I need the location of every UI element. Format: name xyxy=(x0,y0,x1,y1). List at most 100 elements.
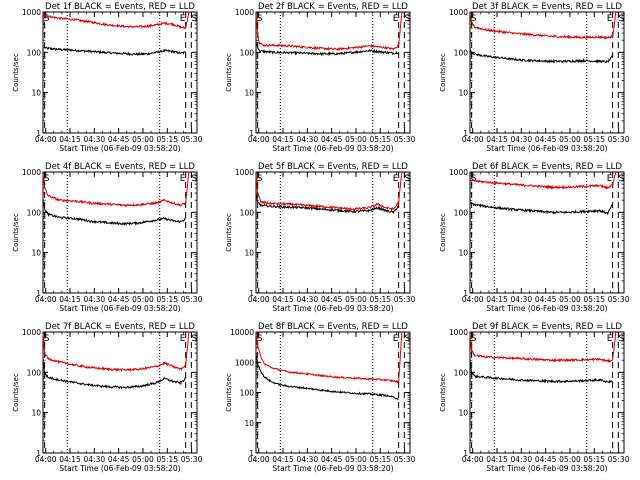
chart-panel-6: Det 6f BLACK = Events, RED = LLD 1 10 100 10… xyxy=(439,162,630,313)
x-tick-label: 04:30 xyxy=(511,455,533,464)
series-line-events xyxy=(469,360,614,384)
x-tick-label: 05:30 xyxy=(394,295,416,304)
x-tick-label: 04:00 xyxy=(248,295,270,304)
marker-e-label: E xyxy=(393,14,399,24)
series-line-lld xyxy=(255,171,403,212)
y-tick-label: 10 xyxy=(458,89,468,98)
x-axis-label: Start Time (06-Feb-09 03:58:20) xyxy=(59,144,180,153)
x-tick-label: 04:30 xyxy=(511,295,533,304)
marker-s-label: S xyxy=(471,334,477,344)
x-tick-label: 04:15 xyxy=(59,455,81,464)
y-tick-label: 10000 xyxy=(230,328,254,337)
y-tick-label: 1000 xyxy=(235,8,254,17)
series-line-events xyxy=(255,353,399,400)
series-line-events xyxy=(42,360,187,390)
y-tick-label: 100 xyxy=(240,48,255,57)
x-tick-label: 05:30 xyxy=(394,455,416,464)
x-tick-label: 04:45 xyxy=(535,455,557,464)
y-tick-label: 10 xyxy=(31,249,41,258)
plot-frame xyxy=(469,171,625,294)
x-axis-label: Start Time (06-Feb-09 03:58:20) xyxy=(59,304,180,313)
marker-s-label: S xyxy=(257,174,263,184)
series-line-events xyxy=(469,48,613,64)
x-tick-label: 05:15 xyxy=(369,455,391,464)
series-line-events xyxy=(42,200,186,227)
chart-title: Det 2f BLACK = Events, RED = LLD xyxy=(258,2,408,12)
chart-panel-1: Det 1f BLACK = Events, RED = LLD 1 10 100 10… xyxy=(12,2,203,153)
y-tick-label: 1000 xyxy=(235,358,254,367)
y-axis-label: Counts/sec xyxy=(12,53,20,92)
y-tick-label: 10 xyxy=(31,89,41,98)
x-axis-label: Start Time (06-Feb-09 03:58:20) xyxy=(272,144,393,153)
y-axis-label: Counts/sec xyxy=(225,53,233,92)
plot-frame xyxy=(469,331,625,454)
y-tick-label: 1 xyxy=(36,289,41,298)
chart-panel-4: Det 4f BLACK = Events, RED = LLD 1 10 100 10… xyxy=(12,162,203,313)
x-tick-label: 04:00 xyxy=(462,295,484,304)
x-tick-label: 04:15 xyxy=(272,295,294,304)
x-tick-label: 05:00 xyxy=(345,455,367,464)
marker-e-label: E xyxy=(607,174,613,184)
marker-e-label: E xyxy=(180,14,186,24)
marker-s-label: S xyxy=(618,14,624,24)
series-line-lld xyxy=(469,171,617,190)
x-axis-label: Start Time (06-Feb-09 03:58:20) xyxy=(272,464,393,473)
series-line-events xyxy=(255,193,400,215)
series-line-events xyxy=(255,41,400,57)
x-tick-label: 04:45 xyxy=(321,455,343,464)
chart-title: Det 5f BLACK = Events, RED = LLD xyxy=(258,162,408,172)
x-tick-label: 05:00 xyxy=(345,295,367,304)
y-tick-label: 1000 xyxy=(449,328,468,337)
x-tick-label: 04:30 xyxy=(84,455,106,464)
x-tick-label: 04:30 xyxy=(297,455,319,464)
marker-e-label: E xyxy=(180,334,186,344)
x-axis-label: Start Time (06-Feb-09 03:58:20) xyxy=(486,304,607,313)
x-tick-label: 04:15 xyxy=(59,295,81,304)
x-tick-label: 04:00 xyxy=(35,295,57,304)
x-tick-label: 04:45 xyxy=(108,455,130,464)
x-tick-label: 04:45 xyxy=(535,135,557,144)
y-axis-label: Counts/sec xyxy=(225,373,233,412)
x-tick-label: 04:15 xyxy=(59,135,81,144)
chart-panel-3: Det 3f BLACK = Events, RED = LLD 1 10 100 10… xyxy=(439,2,630,153)
y-tick-label: 100 xyxy=(454,368,469,377)
plot-frame xyxy=(42,11,198,134)
marker-s-label: S xyxy=(471,174,477,184)
series-line-lld xyxy=(42,171,190,208)
x-tick-label: 04:30 xyxy=(511,135,533,144)
x-tick-label: 04:00 xyxy=(35,455,57,464)
y-axis-label: Counts/sec xyxy=(225,213,233,252)
chart-title: Det 8f BLACK = Events, RED = LLD xyxy=(258,322,408,332)
x-tick-label: 04:30 xyxy=(297,135,319,144)
x-tick-label: 05:15 xyxy=(369,135,391,144)
marker-s-label: S xyxy=(618,174,624,184)
x-tick-label: 04:45 xyxy=(108,295,130,304)
plot-frame xyxy=(42,171,198,294)
x-tick-label: 05:15 xyxy=(156,455,178,464)
x-tick-label: 04:30 xyxy=(297,295,319,304)
y-tick-label: 1 xyxy=(249,289,254,298)
y-tick-label: 1000 xyxy=(22,8,41,17)
chart-panel-9: Det 9f BLACK = Events, RED = LLD 1 10 100 10… xyxy=(439,322,630,473)
x-axis-label: Start Time (06-Feb-09 03:58:20) xyxy=(59,464,180,473)
y-tick-label: 10 xyxy=(244,419,254,428)
x-tick-label: 05:00 xyxy=(132,135,154,144)
marker-e-label: E xyxy=(180,174,186,184)
x-tick-label: 05:30 xyxy=(608,295,630,304)
x-tick-label: 05:00 xyxy=(345,135,367,144)
series-line-lld xyxy=(469,11,617,40)
series-line-lld xyxy=(42,331,190,373)
chart-panel-7: Det 7f BLACK = Events, RED = LLD 1 10 100 10… xyxy=(12,322,203,473)
x-axis-label: Start Time (06-Feb-09 03:58:20) xyxy=(486,464,607,473)
marker-s-label: S xyxy=(44,174,50,184)
x-tick-label: 05:00 xyxy=(132,455,154,464)
chart-title: Det 6f BLACK = Events, RED = LLD xyxy=(472,162,622,172)
x-tick-label: 04:15 xyxy=(486,295,508,304)
y-tick-label: 10 xyxy=(244,249,254,258)
y-tick-label: 100 xyxy=(454,48,469,57)
y-tick-label: 1000 xyxy=(235,168,254,177)
x-tick-label: 04:15 xyxy=(486,135,508,144)
marker-s-label: S xyxy=(257,334,263,344)
y-tick-label: 100 xyxy=(240,389,255,398)
plot-frame xyxy=(255,171,411,294)
